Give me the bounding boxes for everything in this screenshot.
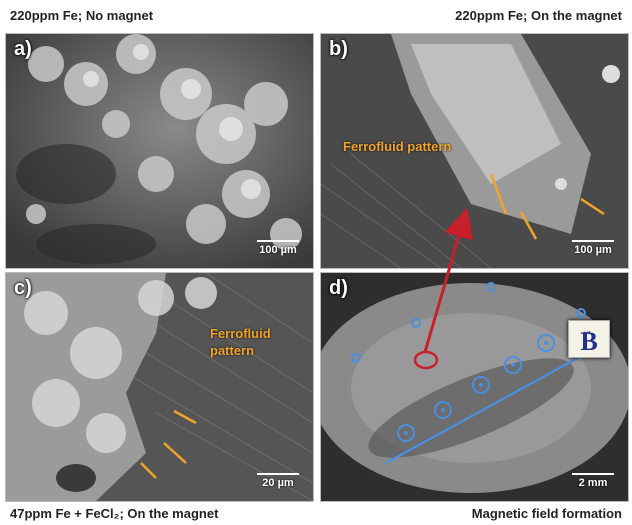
scale-bar-d: 2 mm — [572, 473, 614, 489]
caption-top-left: 220ppm Fe; No magnet — [10, 8, 154, 23]
sem-panel-d: d) → B 2 mm — [320, 272, 629, 502]
sem-panel-b: b) Ferrofluid pattern 100 µm — [320, 33, 629, 269]
sem-panel-a: a) 100 µm — [5, 33, 314, 269]
scale-bar-line — [572, 473, 614, 475]
scale-bar-b: 100 µm — [572, 240, 614, 256]
scale-bar-c: 20 µm — [257, 473, 299, 489]
sem-image-d — [321, 273, 628, 501]
sem-panel-c: c) Ferrofluid pattern 20 µm — [5, 272, 314, 502]
panel-label-b: b) — [329, 38, 348, 60]
panel-label-a: a) — [14, 38, 32, 60]
ferrofluid-label-c: Ferrofluid pattern — [210, 325, 271, 359]
ferrofluid-label-line2: pattern — [210, 343, 255, 358]
sem-image-b — [321, 34, 628, 268]
sem-image-c — [6, 273, 313, 501]
caption-bottom-right: Magnetic field formation — [471, 506, 622, 521]
scale-bar-a: 100 µm — [257, 240, 299, 256]
field-symbol: B — [580, 327, 598, 356]
scale-bar-text: 100 µm — [259, 244, 297, 256]
scale-bar-text: 100 µm — [574, 244, 612, 256]
scale-bar-text: 2 mm — [578, 477, 608, 489]
scale-bar-line — [572, 240, 614, 242]
field-line — [385, 347, 597, 464]
panel-label-d: d) — [329, 277, 348, 299]
magnetic-field-label: → B — [568, 320, 610, 358]
scale-bar-text: 20 µm — [262, 477, 294, 489]
sem-image-a — [6, 34, 313, 268]
scale-bar-line — [257, 473, 299, 475]
scale-bar-line — [257, 240, 299, 242]
panel-label-c: c) — [14, 277, 32, 299]
ferrofluid-label-b: Ferrofluid pattern — [343, 139, 452, 154]
caption-top-right: 220ppm Fe; On the magnet — [455, 8, 622, 23]
ferrofluid-label-line1: Ferrofluid — [210, 326, 271, 341]
caption-bottom-left: 47ppm Fe + FeCl₂; On the magnet — [10, 506, 219, 521]
vector-arrow-icon: → — [581, 323, 593, 337]
